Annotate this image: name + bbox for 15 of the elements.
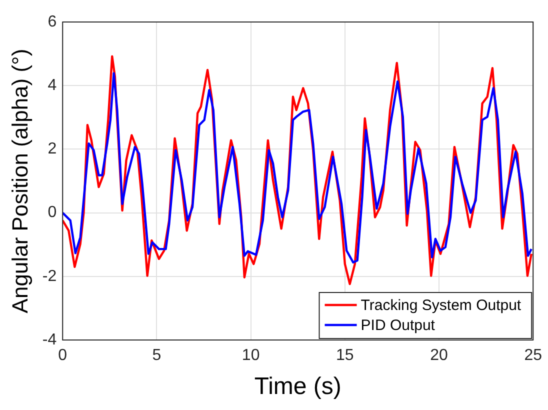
x-tick-label: 15 [336, 347, 354, 364]
legend-label: Tracking System Output [360, 297, 522, 314]
x-tick-label: 20 [430, 347, 448, 364]
legend-label: PID Output [360, 317, 436, 334]
y-tick-label: 4 [48, 77, 57, 94]
y-axis-title: Angular Position (alpha) (°) [7, 48, 32, 314]
x-tick-label: 5 [152, 347, 162, 364]
x-axis-title: Time (s) [254, 373, 342, 400]
y-tick-label: 0 [48, 204, 57, 222]
y-tick-label: -2 [42, 268, 57, 285]
x-tick-label: 25 [524, 347, 542, 364]
y-tick-label: 2 [48, 140, 57, 158]
y-tick-label: 6 [48, 13, 57, 30]
y-tick-label: -4 [42, 331, 57, 348]
x-tick-label: 10 [242, 347, 260, 364]
